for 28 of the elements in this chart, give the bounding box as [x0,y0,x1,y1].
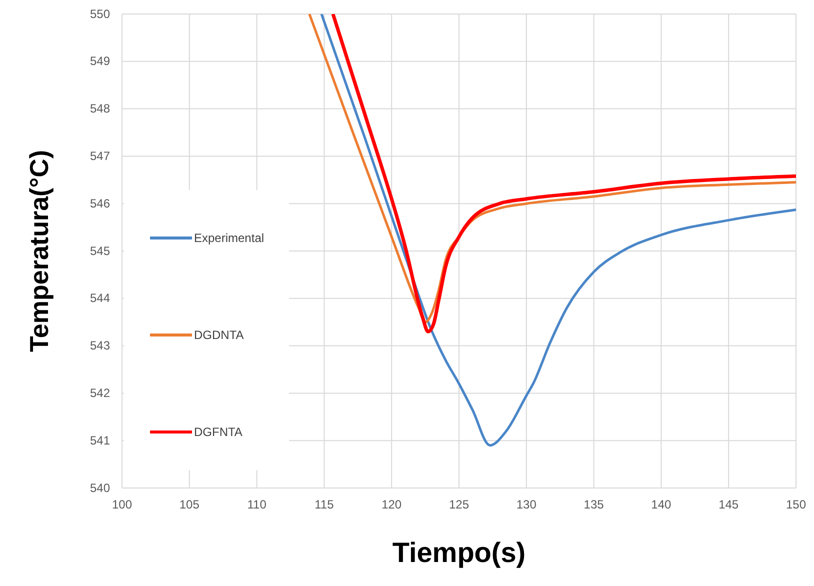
y-tick-label: 547 [90,149,110,164]
x-tick-label: 115 [314,498,334,512]
y-tick-label: 543 [90,338,110,353]
y-tick-label: 549 [90,54,110,68]
x-tick-label: 135 [584,498,604,512]
y-axis-title: Temperatura(°C) [24,150,54,352]
y-tick-label: 540 [90,480,110,495]
x-tick-label: 140 [651,498,672,512]
x-tick-label: 120 [382,498,402,512]
x-tick-label: 110 [247,498,267,512]
line-series [320,14,796,447]
y-tick-label: 550 [90,6,110,21]
x-tick-label: 145 [718,498,739,512]
legend-label: DGDNTA [194,328,244,342]
x-tick-label: 105 [179,498,200,512]
y-tick-label: 544 [90,291,110,306]
x-tick-label: 150 [786,498,806,512]
x-axis-title: Tiempo(s) [392,537,526,568]
x-tick-label: 130 [516,498,537,512]
y-tick-label: 541 [90,433,110,448]
legend-label: DGFNTA [194,425,242,439]
legend-label: Experimental [194,231,264,245]
y-tick-label: 542 [90,386,110,400]
y-tick-label: 545 [90,244,110,258]
x-tick-label: 125 [448,498,470,512]
y-tick-label: 546 [90,196,110,210]
x-tick-label: 100 [112,498,132,512]
y-tick-label: 548 [90,102,110,116]
